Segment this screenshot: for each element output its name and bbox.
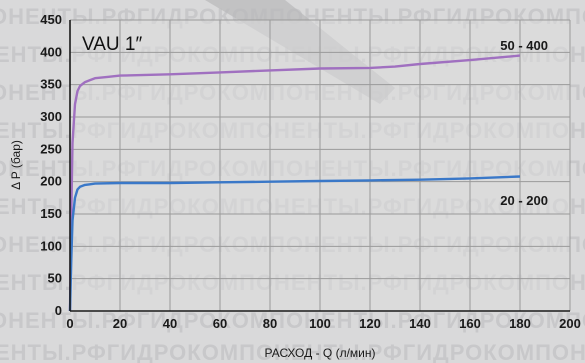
x-tick-label: 140 xyxy=(409,316,431,331)
series-group xyxy=(68,54,521,312)
y-tick-label: 0 xyxy=(55,303,62,318)
x-tick-label: 180 xyxy=(509,316,531,331)
y-axis-label: Δ P (бар) xyxy=(9,140,23,190)
y-tick-label: 200 xyxy=(40,174,62,189)
series-line-50-400 xyxy=(68,54,521,312)
watermark-text: ОНЕНТЫ.РФГИДРОКОМПОНЕНТЫ.РФГИДРОКОМПОНЕН… xyxy=(0,340,585,363)
x-tick-label: 40 xyxy=(163,316,177,331)
y-tick-label: 50 xyxy=(48,271,62,286)
x-tick-label: 0 xyxy=(66,316,73,331)
watermark-text: ОНЕНТЫ.РФГИДРОКОМПОНЕНТЫ.РФГИДРОКОМПОНЕН… xyxy=(0,308,585,333)
y-tick-label: 350 xyxy=(40,77,62,92)
y-tick-label: 100 xyxy=(40,238,62,253)
x-tick-label: 80 xyxy=(263,316,277,331)
x-tick-label: 100 xyxy=(309,316,331,331)
y-tick-label: 400 xyxy=(40,44,62,59)
x-axis-label: РАСХОД - Q (л/мин) xyxy=(265,346,376,360)
x-tick-label: 120 xyxy=(359,316,381,331)
y-tick-label: 450 xyxy=(40,12,62,27)
y-tick-label: 150 xyxy=(40,206,62,221)
chart-title: VAU 1″ xyxy=(82,34,143,55)
x-tick-label: 200 xyxy=(559,316,581,331)
series-label-50-400: 50 - 400 xyxy=(500,38,548,53)
series-label-20-200: 20 - 200 xyxy=(500,193,548,208)
axes: 0 20 40 60 80 100 120 140 160 180 200 0 50 100 150 200 2… xyxy=(40,12,581,331)
x-tick-label: 60 xyxy=(213,316,227,331)
y-tick-label: 250 xyxy=(40,141,62,156)
labels: VAU 1″ РАСХОД - Q (л/мин) Δ P (бар) 50 - 40… xyxy=(9,34,548,360)
x-tick-label: 20 xyxy=(113,316,127,331)
y-tick-label: 300 xyxy=(40,109,62,124)
series-line-20-200 xyxy=(68,175,521,312)
x-tick-label: 160 xyxy=(459,316,481,331)
